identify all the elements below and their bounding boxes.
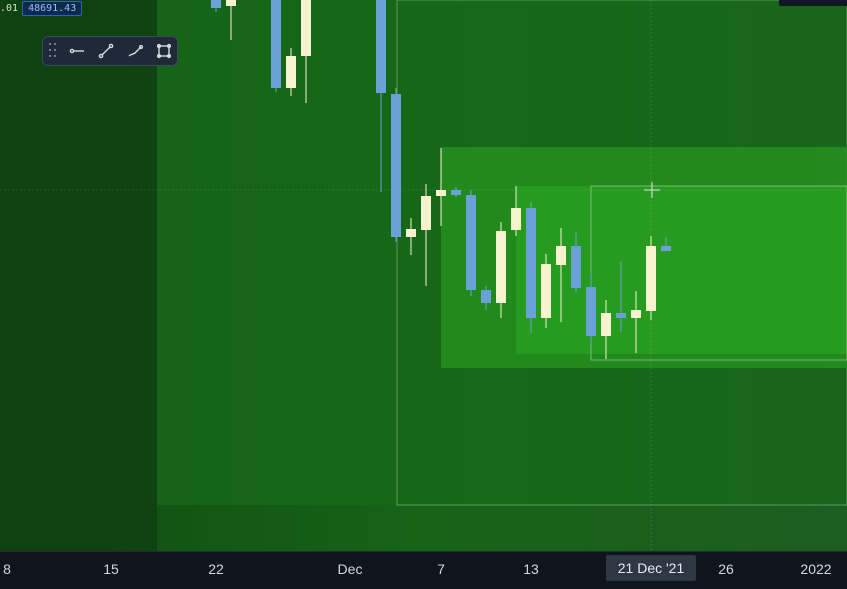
- time-axis-tick: 26: [718, 561, 734, 577]
- candle-11: [451, 187, 461, 197]
- candle-12: [466, 190, 476, 296]
- price-readout: .01 48691.43: [0, 0, 83, 17]
- drawing-toolbar[interactable]: [42, 36, 178, 66]
- candle-6: [376, 0, 386, 192]
- inner-range-zone: [516, 186, 847, 354]
- rectangle-select-tool-button[interactable]: [150, 39, 177, 63]
- rectangle-select-icon: [156, 43, 171, 59]
- trend-line-icon: [98, 43, 113, 59]
- brush-icon: [128, 44, 143, 57]
- candle-10: [436, 148, 446, 226]
- candle-1: [211, 0, 221, 12]
- time-axis-tick: 2022: [800, 561, 832, 577]
- candle-8: [406, 218, 416, 255]
- candle-15: [511, 186, 521, 236]
- candle-16: [526, 202, 536, 333]
- candle-2: [226, 0, 236, 40]
- candle-23: [631, 291, 641, 353]
- left-shadow-band: [0, 0, 157, 552]
- vertical-range-box: [396, 0, 847, 506]
- time-axis-tick: Dec: [337, 561, 363, 577]
- time-axis-tick: 22: [208, 561, 224, 577]
- candle-5: [301, 0, 311, 103]
- time-axis-tick: 8: [3, 561, 11, 577]
- candle-21: [601, 300, 611, 359]
- last-price-pill: 48691.43: [22, 1, 83, 16]
- top-right-panel-edge: [779, 0, 847, 6]
- candle-4: [286, 48, 296, 96]
- candle-18: [556, 228, 566, 322]
- candle-13: [481, 286, 491, 310]
- cursor-date-chip: 21 Dec '21: [606, 555, 696, 581]
- horizontal-ray-icon: [69, 48, 84, 54]
- price-step: .01: [0, 3, 19, 14]
- candle-20: [586, 273, 596, 345]
- horizontal-ray-tool-button[interactable]: [63, 39, 90, 63]
- candle-24: [646, 236, 656, 320]
- time-axis[interactable]: 8 15 22 Dec 7 13 21 Dec '21 26 2022: [0, 551, 847, 589]
- brush-tool-button[interactable]: [121, 39, 148, 63]
- candle-9: [421, 184, 431, 286]
- candle-22: [616, 261, 626, 332]
- candle-14: [496, 222, 506, 318]
- candle-19: [571, 232, 581, 292]
- toolbar-drag-handle[interactable]: [49, 43, 57, 59]
- candle-17: [541, 254, 551, 328]
- candles: [211, 0, 671, 359]
- crosshair-icon: [644, 182, 660, 198]
- trend-line-tool-button[interactable]: [92, 39, 119, 63]
- candle-25: [661, 237, 671, 251]
- time-axis-tick: 13: [523, 561, 539, 577]
- time-axis-tick: 15: [103, 561, 119, 577]
- candle-3: [271, 0, 281, 92]
- candle-7: [391, 88, 401, 242]
- time-axis-tick: 7: [437, 561, 445, 577]
